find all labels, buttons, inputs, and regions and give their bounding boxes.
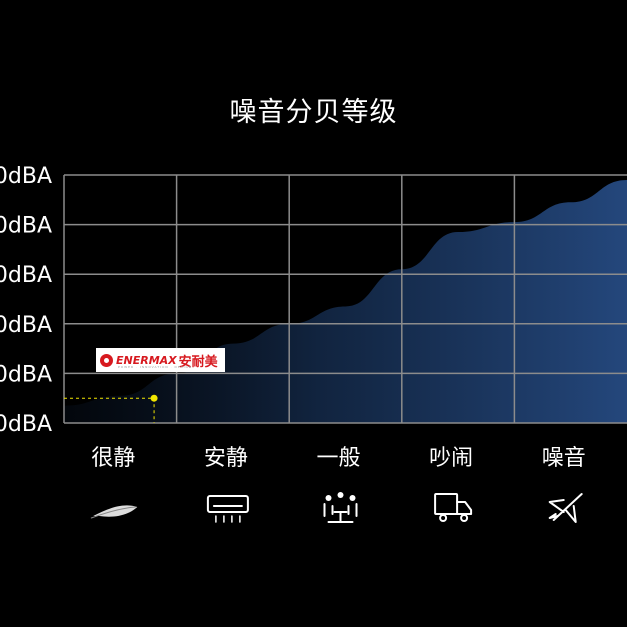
people-meeting-icon bbox=[323, 492, 358, 523]
feather-icon bbox=[90, 505, 138, 519]
brand-name: ENERMAX bbox=[116, 353, 177, 367]
y-tick-label: 0dBA bbox=[0, 214, 52, 239]
feather-shaft bbox=[90, 506, 136, 519]
truck-wheel bbox=[460, 514, 469, 522]
marker-point bbox=[150, 394, 158, 402]
chart-title: 噪音分贝等级 bbox=[229, 97, 398, 128]
noise-area bbox=[64, 179, 627, 423]
truck-wheel bbox=[439, 514, 448, 522]
people-bodies bbox=[323, 503, 358, 523]
enermax-gear-icon bbox=[100, 353, 113, 367]
airplane-shape bbox=[548, 493, 583, 523]
category-label: 很静 bbox=[91, 446, 135, 471]
y-tick-label: 0dBA bbox=[0, 362, 52, 387]
category-label: 安静 bbox=[204, 446, 248, 471]
category-label: 一般 bbox=[316, 446, 360, 471]
ac-body bbox=[206, 495, 249, 513]
person-head bbox=[349, 495, 356, 501]
truck-icon bbox=[434, 493, 473, 522]
airplane-icon bbox=[548, 493, 583, 523]
y-tick-label: 0dBA bbox=[0, 412, 52, 437]
person-head bbox=[325, 495, 332, 501]
person-head bbox=[337, 492, 344, 498]
y-tick-label: 0dBA bbox=[0, 164, 52, 189]
truck-cab bbox=[456, 501, 473, 515]
brand-slogan: POWER · INNOVATION · DESIGN bbox=[118, 365, 193, 369]
air-conditioner-icon bbox=[206, 495, 249, 523]
brand-name-cn: 安耐美 bbox=[178, 354, 218, 370]
y-tick-label: 0dBA bbox=[0, 313, 52, 338]
ac-airflow bbox=[215, 515, 241, 523]
truck-cargo bbox=[434, 493, 459, 515]
enermax-logo: ENERMAX 安耐美 POWER · INNOVATION · DESIGN bbox=[96, 348, 225, 372]
y-tick-label: 0dBA bbox=[0, 263, 52, 288]
category-label: 噪音 bbox=[542, 446, 586, 471]
category-label: 吵闹 bbox=[429, 446, 473, 471]
